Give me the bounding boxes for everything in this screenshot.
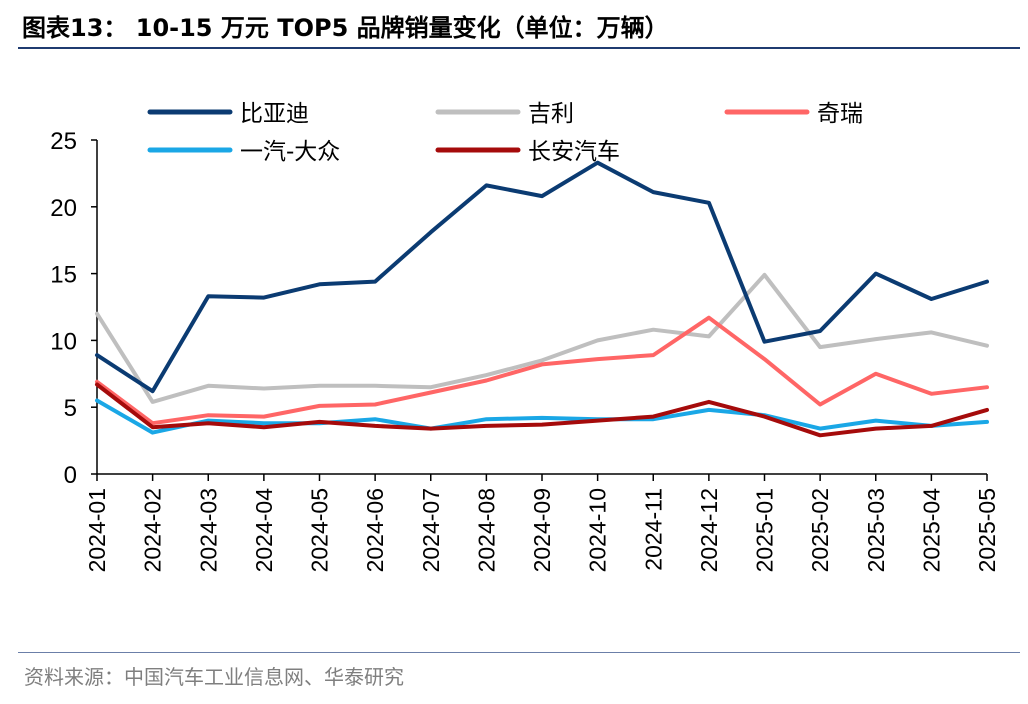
y-tick-label: 25 [50, 128, 77, 155]
x-tick-label: 2024-05 [307, 488, 333, 572]
y-tick-label: 0 [64, 462, 77, 489]
x-tick-label: 2024-04 [251, 488, 277, 573]
legend-label: 长安汽车 [528, 139, 620, 165]
series-line-1 [95, 272, 989, 404]
x-tick-label: 2024-06 [362, 488, 388, 572]
series-line-4 [95, 382, 989, 438]
x-tick-label: 2025-02 [807, 488, 833, 572]
x-tick-label: 2024-03 [195, 488, 221, 572]
series-line-3 [95, 398, 989, 435]
x-tick-label: 2025-01 [752, 488, 778, 572]
legend-label: 比亚迪 [240, 101, 309, 127]
y-tick-label: 15 [50, 262, 77, 289]
series-line-2 [95, 315, 989, 426]
chart-axes: 0 5 10 15 20 25 2024-01 2024-02 2024-03 2024-04 20… [50, 128, 1000, 572]
y-tick-label: 10 [50, 328, 77, 355]
series-line-0 [95, 160, 989, 394]
legend-label: 吉利 [528, 101, 574, 127]
x-tick-label: 2024-10 [585, 488, 611, 572]
source-divider [18, 652, 1020, 653]
x-tick-label: 2024-02 [140, 488, 166, 572]
y-tick-label: 5 [64, 395, 77, 422]
chart-title: 图表13： 10-15 万元 TOP5 品牌销量变化（单位：万辆） [22, 14, 669, 42]
x-tick-label: 2024-11 [640, 488, 666, 571]
title-divider [18, 47, 1020, 49]
x-tick-label: 2024-12 [696, 488, 722, 572]
x-tick-label: 2025-04 [918, 488, 944, 573]
source-note: 资料来源：中国汽车工业信息网、华泰研究 [24, 665, 404, 689]
legend-label: 奇瑞 [817, 101, 863, 127]
y-tick-label: 20 [50, 195, 77, 222]
legend-label: 一汽-大众 [240, 139, 340, 165]
x-tick-label: 2024-07 [418, 488, 444, 572]
x-tick-label: 2024-09 [529, 488, 555, 572]
x-tick-label: 2024-01 [84, 488, 110, 572]
x-tick-label: 2025-05 [974, 488, 1000, 572]
chart-series [95, 160, 989, 438]
x-tick-label: 2025-03 [863, 488, 889, 572]
x-tick-label: 2024-08 [473, 488, 499, 572]
